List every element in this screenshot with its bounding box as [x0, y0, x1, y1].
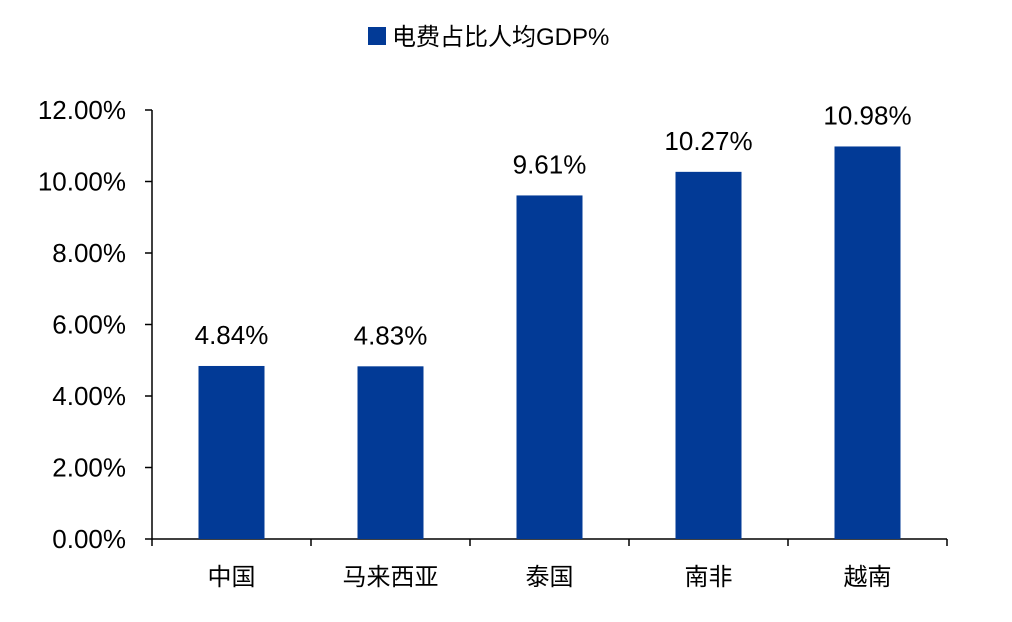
y-tick-label: 6.00% [52, 310, 126, 340]
y-tick-label: 12.00% [38, 95, 126, 125]
y-axis: 0.00% 2.00% 4.00% 6.00% 8.00% 10.00% 12.00% [38, 95, 153, 554]
bar [516, 195, 583, 539]
bar [834, 146, 901, 539]
legend: 电费占比人均GDP% [368, 24, 609, 51]
bar-data-label: 10.98% [823, 100, 911, 130]
bar [675, 171, 742, 539]
legend-label: 电费占比人均GDP% [392, 24, 609, 51]
x-category-label: 越南 [844, 563, 892, 591]
bar [198, 365, 265, 539]
x-category-label: 马来西亚 [343, 563, 439, 591]
bar-series: 4.84% 4.83% 9.61% 10.27% 10.98% [195, 100, 912, 539]
bar [357, 366, 424, 539]
y-tick-label: 4.00% [52, 381, 126, 411]
bar-data-label: 10.27% [664, 126, 752, 156]
x-category-label: 泰国 [526, 563, 574, 591]
y-tick-label: 10.00% [38, 167, 126, 197]
bar-data-label: 9.61% [513, 149, 587, 179]
y-tick-label: 8.00% [52, 238, 126, 268]
bar-data-label: 4.84% [195, 320, 269, 350]
y-tick-label: 2.00% [52, 453, 126, 483]
x-category-label: 南非 [685, 563, 733, 591]
bar-data-label: 4.83% [354, 320, 428, 350]
x-category-label: 中国 [208, 563, 256, 591]
y-tick-label: 0.00% [52, 524, 126, 554]
x-axis: 中国 马来西亚 泰国 南非 越南 [151, 538, 948, 591]
legend-swatch [368, 27, 386, 45]
